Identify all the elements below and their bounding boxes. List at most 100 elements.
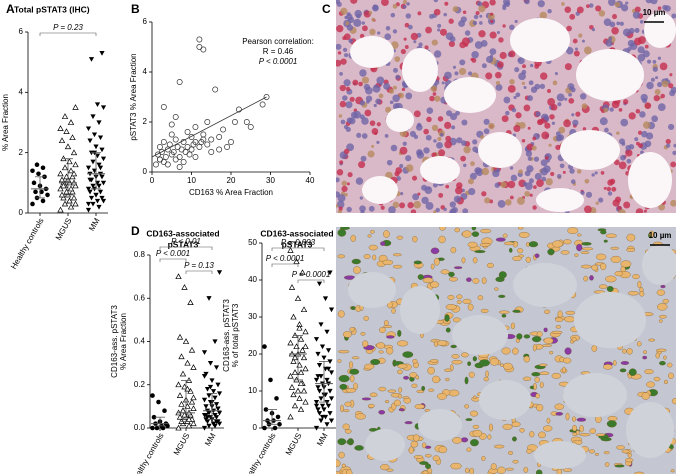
cell (336, 1, 342, 7)
cell (472, 139, 478, 145)
cell (339, 72, 343, 76)
cell (437, 116, 444, 122)
point (60, 194, 67, 201)
cell (380, 464, 390, 471)
cell (563, 239, 572, 245)
cell (354, 445, 364, 451)
point (60, 182, 67, 189)
cell (336, 177, 340, 183)
cell (489, 54, 494, 58)
cell (518, 231, 530, 238)
cell (580, 190, 585, 196)
cell (392, 3, 398, 9)
point (72, 200, 79, 207)
cell (392, 94, 400, 103)
cell (344, 401, 352, 407)
point (185, 422, 193, 429)
cell (576, 6, 584, 14)
cell (428, 388, 435, 392)
cell (503, 0, 510, 6)
cell (507, 84, 516, 93)
cell (432, 92, 437, 96)
y-tick-label: 0 (143, 167, 148, 176)
cell (343, 148, 350, 155)
cell (414, 404, 425, 410)
point (302, 343, 309, 350)
cell (518, 72, 526, 81)
point (328, 370, 335, 376)
cell (567, 227, 579, 234)
point (176, 392, 184, 398)
cell (412, 193, 420, 201)
cell (618, 161, 627, 170)
cell (432, 455, 440, 462)
point (178, 146, 185, 153)
point (85, 201, 92, 207)
cell (378, 350, 384, 354)
cell (523, 104, 531, 112)
cell (460, 437, 469, 443)
y-tick-label: 40 (248, 275, 257, 284)
cell (403, 37, 407, 41)
cell (367, 403, 375, 408)
cell (385, 106, 392, 113)
cell (469, 467, 474, 474)
scale-bar-label: 10 µm (643, 8, 666, 17)
cell (338, 114, 343, 118)
cell (503, 96, 511, 104)
vessel (365, 429, 405, 461)
cell (625, 458, 634, 463)
cell (547, 98, 556, 106)
cell (481, 456, 486, 461)
cell (430, 85, 438, 92)
y-axis-label: CD163-ass. pSTAT3 (222, 299, 231, 372)
cell (569, 168, 575, 174)
cell (620, 361, 630, 365)
point (296, 324, 303, 331)
cell (436, 141, 443, 149)
vessel (362, 176, 398, 204)
point (204, 119, 211, 125)
cell (485, 72, 493, 80)
cell (342, 47, 348, 52)
cell (533, 185, 537, 189)
cell (611, 100, 620, 109)
cell (622, 348, 627, 354)
cell (410, 32, 419, 41)
cell (350, 234, 356, 242)
cell (564, 97, 568, 101)
point (58, 137, 66, 144)
point (204, 386, 211, 392)
cell (345, 86, 351, 92)
cell (657, 6, 662, 11)
point (30, 201, 35, 207)
cell (657, 103, 666, 112)
cell (497, 199, 506, 208)
point (40, 198, 46, 204)
annotation: R = 0.46 (263, 47, 294, 56)
cell (509, 166, 514, 170)
point (90, 114, 96, 120)
cell (388, 206, 396, 213)
cell (656, 348, 667, 352)
cell (433, 8, 441, 16)
cell (346, 439, 352, 445)
cell (453, 266, 463, 270)
cell (465, 418, 473, 421)
cell (463, 146, 471, 154)
cell (603, 107, 609, 113)
cell (450, 247, 457, 254)
point (207, 384, 214, 390)
cell (546, 159, 550, 163)
point (287, 413, 294, 420)
p-value: P = 0.0001 (292, 270, 331, 279)
cell (496, 30, 501, 35)
cell (625, 144, 631, 151)
cell (480, 40, 488, 47)
cell (409, 130, 417, 138)
point (70, 149, 78, 156)
point (69, 134, 76, 141)
point (313, 337, 320, 342)
cell (444, 71, 452, 80)
cell (466, 277, 472, 282)
